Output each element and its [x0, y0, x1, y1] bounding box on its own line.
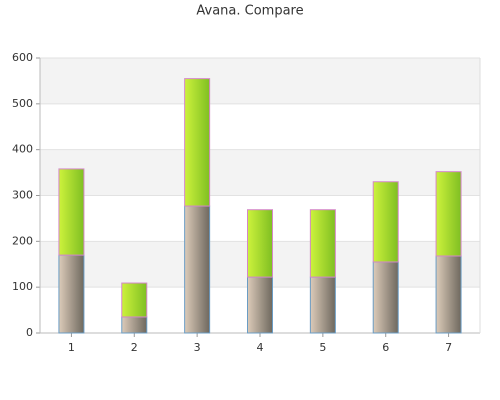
bar-segment	[58, 168, 85, 256]
y-tick-label: 400	[12, 143, 33, 156]
bar-segment	[435, 255, 462, 334]
bar-segment	[121, 316, 148, 334]
plot-band	[40, 149, 480, 196]
x-tick-label: 1	[68, 341, 75, 354]
bar-segment	[309, 209, 336, 278]
bar-segment	[247, 209, 273, 278]
x-tick-label: 7	[445, 341, 452, 354]
plot-band	[40, 58, 480, 104]
bar-segment	[58, 254, 85, 334]
bar-segment	[435, 171, 462, 257]
bar-segment	[184, 78, 211, 207]
bar-segment	[309, 276, 336, 334]
x-tick-label: 3	[194, 341, 201, 354]
y-tick-label: 0	[26, 326, 33, 339]
y-tick-label: 600	[12, 51, 33, 64]
bar-segment	[372, 181, 399, 263]
x-tick-label: 5	[319, 341, 326, 354]
bar-segment	[121, 282, 148, 318]
bar-segment	[372, 261, 399, 334]
x-tick-label: 6	[382, 341, 389, 354]
chart-title: Avana. Compare	[196, 4, 303, 19]
y-tick-label: 300	[12, 189, 33, 202]
y-tick-label: 100	[12, 280, 33, 293]
y-tick-label: 200	[12, 234, 33, 247]
x-tick-label: 4	[257, 341, 264, 354]
x-tick-label: 2	[131, 341, 138, 354]
bar-segment	[184, 205, 211, 334]
bar-segment	[247, 276, 273, 334]
y-tick-label: 500	[12, 97, 33, 110]
